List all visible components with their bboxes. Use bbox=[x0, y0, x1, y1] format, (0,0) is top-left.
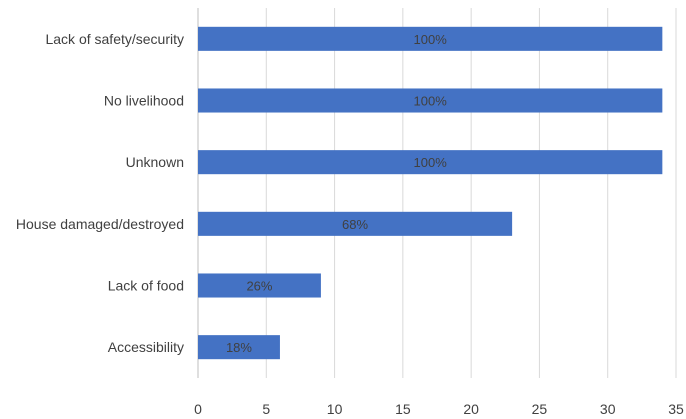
data-label: 100% bbox=[414, 94, 448, 109]
data-label: 26% bbox=[246, 279, 272, 294]
data-label: 18% bbox=[226, 340, 252, 355]
data-label: 68% bbox=[342, 217, 368, 232]
category-label: Lack of food bbox=[108, 278, 184, 294]
category-label: Accessibility bbox=[108, 339, 184, 355]
bar-3 bbox=[198, 211, 513, 236]
data-labels: 100% 100% 100% 68% 26% 18% bbox=[226, 32, 447, 355]
bars bbox=[198, 26, 663, 360]
category-label: Unknown bbox=[126, 154, 184, 170]
bar-0 bbox=[198, 26, 663, 51]
bar-2 bbox=[198, 150, 663, 175]
x-tick-label: 25 bbox=[532, 401, 548, 417]
bar-4 bbox=[198, 273, 321, 298]
x-tick-label: 15 bbox=[395, 401, 411, 417]
data-label: 100% bbox=[414, 155, 448, 170]
category-label: Lack of safety/security bbox=[45, 31, 184, 47]
x-tick-label: 5 bbox=[262, 401, 270, 417]
category-label: House damaged/destroyed bbox=[16, 216, 184, 232]
bar-5 bbox=[198, 335, 280, 360]
data-label: 100% bbox=[414, 32, 448, 47]
x-tick-label: 35 bbox=[668, 401, 684, 417]
category-label: No livelihood bbox=[104, 93, 184, 109]
x-tick-label: 30 bbox=[600, 401, 616, 417]
x-tick-label: 20 bbox=[463, 401, 479, 417]
gridlines bbox=[197, 8, 677, 378]
category-labels: Lack of safety/security No livelihood Unkn… bbox=[16, 31, 184, 355]
x-tick-label: 10 bbox=[327, 401, 343, 417]
x-tick-label: 0 bbox=[194, 401, 202, 417]
bar-1 bbox=[198, 88, 663, 113]
x-tick-labels: 0 5 10 15 20 25 30 35 bbox=[194, 401, 684, 417]
